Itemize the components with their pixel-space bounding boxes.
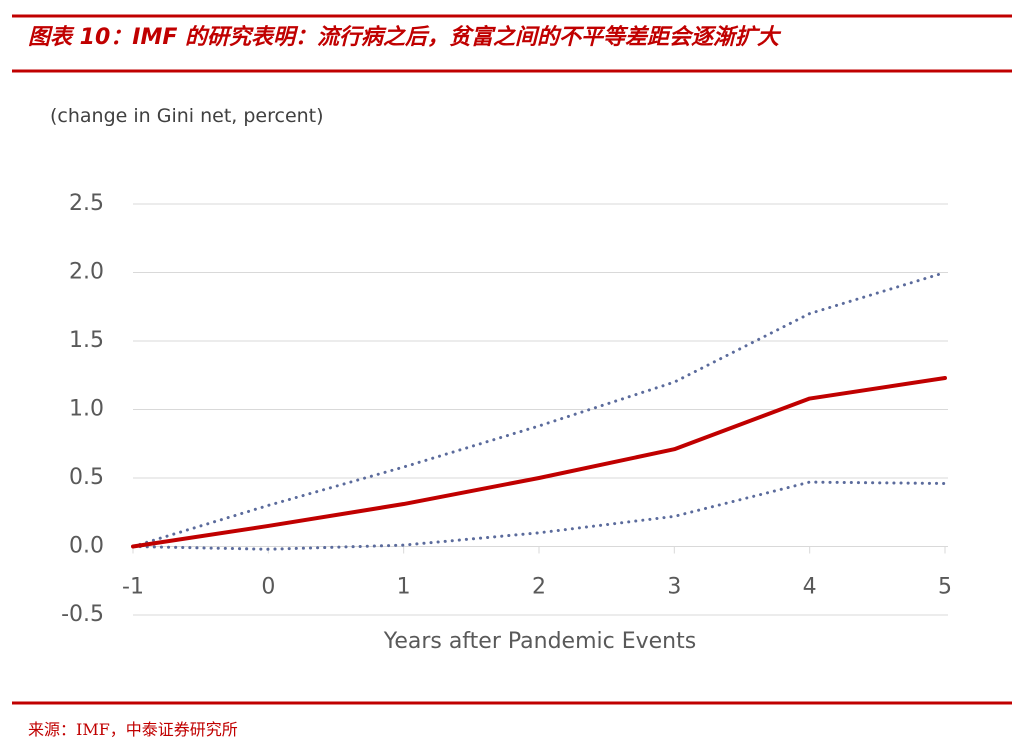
x-tick-label: 4 xyxy=(803,575,817,600)
x-axis-label: Years after Pandemic Events xyxy=(383,629,696,654)
series-line xyxy=(131,375,947,549)
x-tick-label: 0 xyxy=(261,575,275,600)
x-tick-label: 5 xyxy=(938,575,952,600)
y-tick-label: 2.0 xyxy=(69,260,104,285)
y-tick-label: -0.5 xyxy=(61,602,104,627)
y-tick-label: 0.0 xyxy=(69,534,104,559)
y-axis-label: (change in Gini net, percent) xyxy=(50,105,324,127)
series-line xyxy=(131,480,947,551)
chart-title: 图表 10：IMF 的研究表明：流行病之后，贫富之间的不平等差距会逐渐扩大 xyxy=(28,24,782,50)
series-line xyxy=(131,271,947,548)
x-tick-label: 2 xyxy=(532,575,546,600)
x-tick-label: 3 xyxy=(667,575,681,600)
y-tick-label: 2.5 xyxy=(69,191,104,216)
y-tick-label: 0.5 xyxy=(69,465,104,490)
y-tick-label: 1.0 xyxy=(69,397,104,422)
y-tick-label: 1.5 xyxy=(69,328,104,353)
x-tick-label: 1 xyxy=(397,575,411,600)
x-tick-label: -1 xyxy=(122,575,144,600)
source: 来源：IMF，中泰证券研究所 xyxy=(28,720,238,739)
